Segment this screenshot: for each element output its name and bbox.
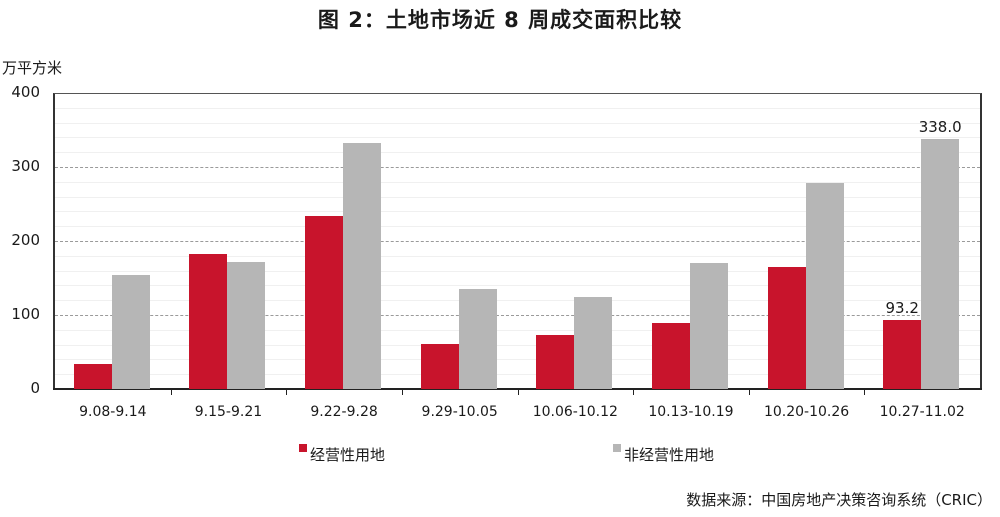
legend-item-commercial-land: 经营性用地 [299,444,385,465]
minor-gridline [55,270,980,272]
minor-gridline [55,226,980,228]
bar-non-commercial-land [921,138,960,389]
x-tick-mark [633,389,635,395]
legend-swatch-gray-icon [613,444,621,452]
minor-gridline [55,107,980,109]
bar-commercial-land [536,334,575,389]
x-tick-label: 10.27-11.02 [879,404,965,420]
data-value-label: 338.0 [918,117,962,136]
bar-commercial-land [767,266,806,389]
minor-gridline [55,300,980,302]
y-tick-label: 0 [30,379,40,397]
bar-non-commercial-land [458,289,497,389]
minor-gridline [55,255,980,257]
bar-non-commercial-land [343,142,382,389]
minor-gridline [55,359,980,361]
x-tick-mark [517,389,519,395]
bar-commercial-land [420,343,459,389]
chart-title: 图 2：土地市场近 8 周成交面积比较 [317,8,683,32]
y-tick-label: 100 [11,305,40,323]
major-gridline [55,241,980,242]
x-tick-label: 9.08-9.14 [79,404,147,420]
y-tick-label: 400 [11,83,40,101]
minor-gridline [55,285,980,287]
bar-commercial-land [305,215,344,389]
bar-non-commercial-land [111,275,150,389]
minor-gridline [55,181,980,183]
minor-gridline [55,329,980,331]
minor-gridline [55,122,980,124]
bar-non-commercial-land [689,263,728,389]
x-tick-mark [401,389,403,395]
minor-gridline [55,137,980,139]
bar-non-commercial-land [227,261,266,389]
x-tick-label: 10.20-10.26 [763,404,850,420]
bar-non-commercial-land [805,183,844,389]
legend-label: 非经营性用地 [624,446,715,464]
legend-swatch-red-icon [299,444,307,452]
y-tick-label: 200 [11,231,40,249]
x-tick-label: 9.29-10.05 [421,404,498,420]
legend-item-non-commercial-land: 非经营性用地 [613,444,714,465]
major-gridline [55,315,980,316]
major-gridline [55,167,980,168]
x-tick-label: 10.06-10.12 [532,404,618,420]
data-source-note: 数据来源：中国房地产决策咨询系统（CRIC） [686,491,992,509]
x-tick-mark [864,389,866,395]
x-tick-mark [170,389,172,395]
y-axis-unit-label: 万平方米 [2,59,63,77]
x-tick-label: 9.15-9.21 [194,404,263,420]
minor-gridline [55,196,980,198]
bar-commercial-land [189,254,228,389]
bar-non-commercial-land [574,297,613,389]
plot-area: 93.2 338.0 [53,93,982,390]
x-tick-label: 9.22-9.28 [310,404,378,420]
minor-gridline [55,152,980,154]
x-tick-label: 10.13-10.19 [648,404,734,420]
minor-gridline [55,374,980,376]
bar-commercial-land [883,320,922,389]
x-tick-mark [748,389,750,395]
bar-commercial-land [73,363,112,389]
bar-commercial-land [651,323,690,389]
x-tick-mark [286,389,288,395]
y-tick-label: 300 [11,157,40,175]
legend-label: 经营性用地 [310,446,386,464]
data-value-label: 93.2 [885,299,919,318]
minor-gridline [55,211,980,213]
minor-gridline [55,344,980,346]
